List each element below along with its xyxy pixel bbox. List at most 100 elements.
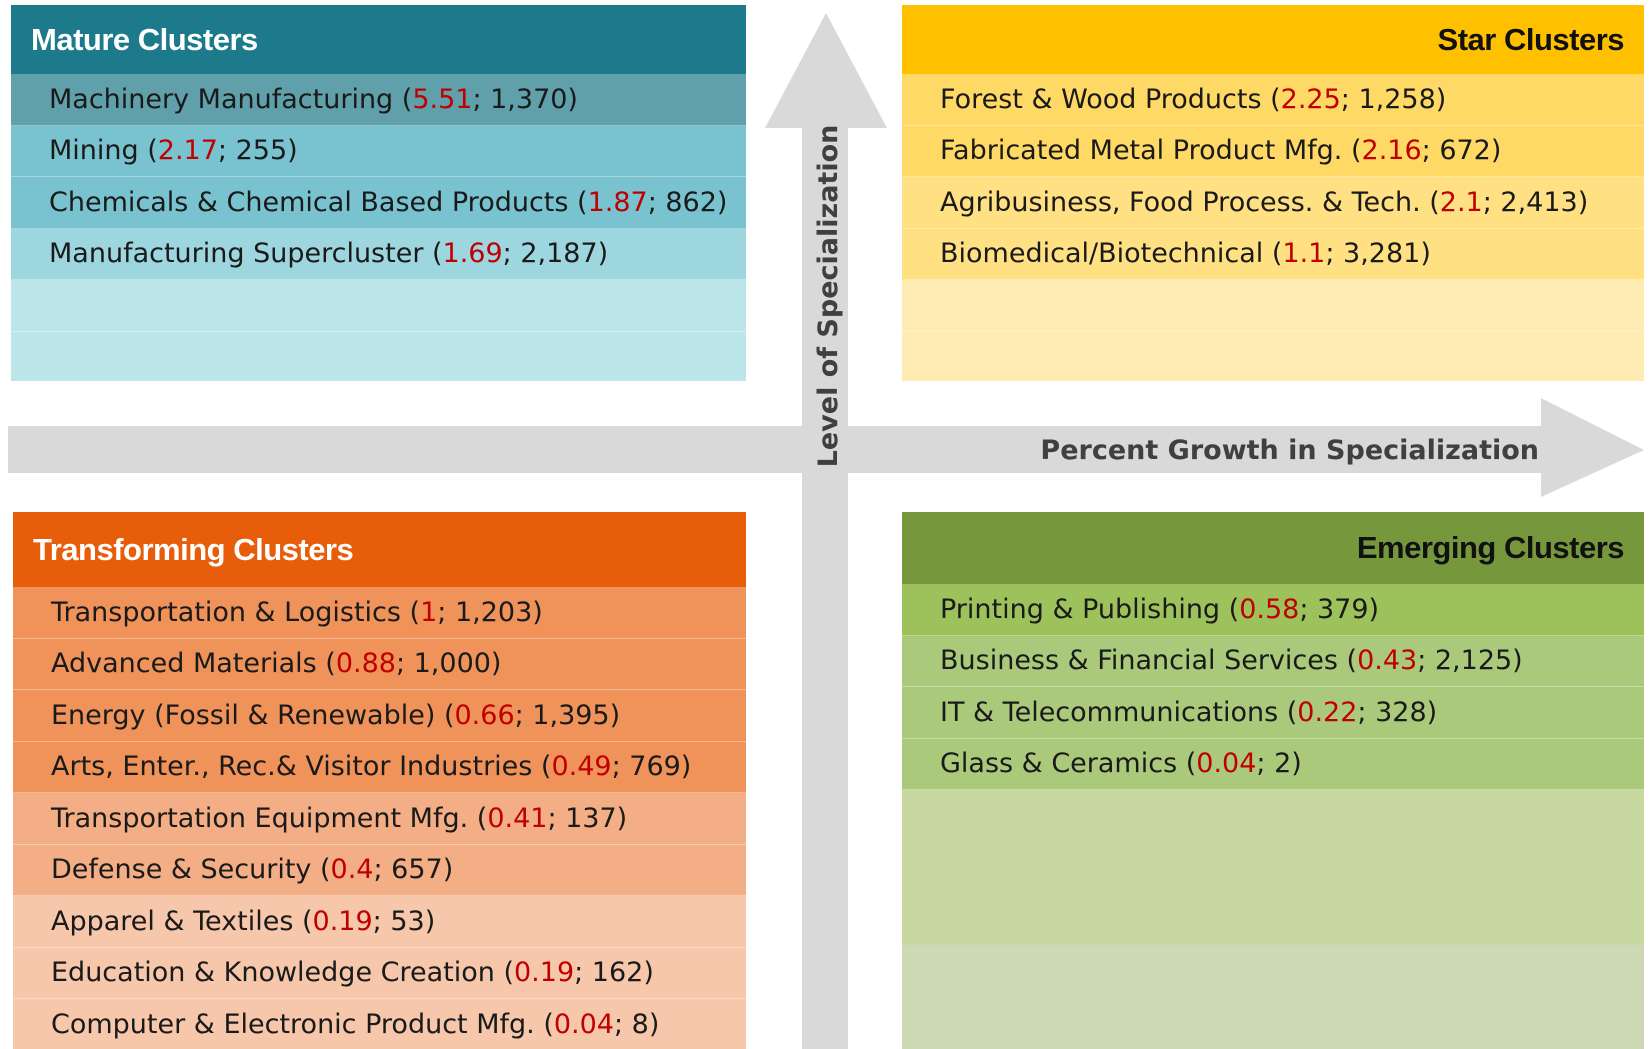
cluster-row: Printing & Publishing (0.58; 379) bbox=[902, 584, 1644, 636]
location-quotient: 2.1 bbox=[1439, 186, 1483, 218]
cluster-row: IT & Telecommunications (0.22; 328) bbox=[902, 687, 1644, 739]
quadrant: Transforming Clusters Transportation & Lo… bbox=[13, 512, 746, 1049]
location-quotient: 0.49 bbox=[551, 751, 612, 783]
employment: ; 862) bbox=[647, 186, 728, 218]
cluster-name: Agribusiness, Food Process. & Tech. ( bbox=[940, 186, 1440, 218]
cluster-row: Transportation Equipment Mfg. (0.41; 137… bbox=[13, 793, 746, 845]
cluster-name: Energy (Fossil & Renewable) ( bbox=[51, 699, 455, 731]
location-quotient: 2.16 bbox=[1361, 135, 1422, 167]
cluster-name: Business & Financial Services ( bbox=[940, 645, 1358, 677]
empty-row bbox=[11, 331, 746, 381]
employment: ; 8) bbox=[613, 1008, 660, 1040]
location-quotient: 2.25 bbox=[1280, 83, 1341, 115]
empty-row bbox=[11, 280, 746, 332]
empty-row bbox=[902, 331, 1644, 381]
location-quotient: 1.87 bbox=[587, 186, 648, 218]
vertical-arrow bbox=[765, 13, 887, 1049]
cluster-name: IT & Telecommunications ( bbox=[940, 696, 1298, 728]
empty-row bbox=[902, 280, 1644, 332]
employment: ; 1,370) bbox=[472, 83, 578, 115]
quadrant: Mature Clusters Machinery Manufacturing (… bbox=[11, 5, 746, 381]
empty-block bbox=[902, 945, 1644, 1049]
location-quotient: 0.19 bbox=[312, 905, 373, 937]
cluster-row: Chemicals & Chemical Based Products (1.8… bbox=[11, 177, 746, 229]
cluster-row: Arts, Enter., Rec.& Visitor Industries (… bbox=[13, 741, 746, 793]
cluster-name: Forest & Wood Products ( bbox=[940, 83, 1281, 115]
quadrant-title: Star Clusters bbox=[902, 5, 1644, 74]
cluster-name: Fabricated Metal Product Mfg. ( bbox=[940, 135, 1362, 167]
location-quotient: 1.1 bbox=[1282, 238, 1326, 270]
cluster-row: Business & Financial Services (0.43; 2,1… bbox=[902, 635, 1644, 687]
cluster-name: Mining ( bbox=[49, 135, 158, 167]
location-quotient: 1.69 bbox=[442, 238, 503, 270]
employment: ; 1,395) bbox=[514, 699, 621, 731]
location-quotient: 0.4 bbox=[330, 854, 374, 886]
location-quotient: 1 bbox=[420, 596, 438, 628]
cluster-row: Mining (2.17; 255) bbox=[11, 125, 746, 177]
cluster-name: Defense & Security ( bbox=[51, 854, 331, 886]
cluster-row: Education & Knowledge Creation (0.19; 16… bbox=[13, 947, 746, 999]
location-quotient: 0.43 bbox=[1357, 645, 1418, 677]
employment: ; 1,000) bbox=[395, 648, 502, 680]
cluster-row: Energy (Fossil & Renewable) (0.66; 1,395… bbox=[13, 690, 746, 742]
cluster-name: Computer & Electronic Product Mfg. ( bbox=[51, 1008, 554, 1040]
cluster-row: Advanced Materials (0.88; 1,000) bbox=[13, 638, 746, 690]
employment: ; 53) bbox=[372, 905, 436, 937]
location-quotient: 5.51 bbox=[412, 83, 473, 115]
cluster-row: Apparel & Textiles (0.19; 53) bbox=[13, 896, 746, 948]
employment: ; 1,258) bbox=[1340, 83, 1447, 115]
cluster-name: Biomedical/Biotechnical ( bbox=[940, 238, 1283, 270]
employment: ; 2,413) bbox=[1482, 186, 1589, 218]
employment: ; 3,281) bbox=[1325, 238, 1431, 270]
quadrant: Emerging Clusters Printing & Publishing (… bbox=[902, 512, 1644, 1049]
employment: ; 255) bbox=[217, 135, 298, 167]
cluster-row: Defense & Security (0.4; 657) bbox=[13, 844, 746, 896]
cluster-row: Forest & Wood Products (2.25; 1,258) bbox=[902, 74, 1644, 126]
location-quotient: 0.19 bbox=[514, 957, 575, 989]
location-quotient: 0.04 bbox=[1196, 748, 1257, 780]
employment: ; 328) bbox=[1357, 696, 1438, 728]
employment: ; 2) bbox=[1256, 748, 1302, 780]
cluster-name: Glass & Ceramics ( bbox=[940, 748, 1197, 780]
cluster-name: Chemicals & Chemical Based Products ( bbox=[49, 186, 588, 218]
cluster-row: Biomedical/Biotechnical (1.1; 3,281) bbox=[902, 228, 1644, 280]
quadrant-title: Transforming Clusters bbox=[13, 512, 746, 587]
location-quotient: 0.58 bbox=[1239, 593, 1300, 625]
cluster-name: Advanced Materials ( bbox=[51, 648, 336, 680]
cluster-row: Glass & Ceramics (0.04; 2) bbox=[902, 738, 1644, 790]
cluster-name: Printing & Publishing ( bbox=[940, 593, 1240, 625]
location-quotient: 0.22 bbox=[1297, 696, 1358, 728]
location-quotient: 2.17 bbox=[157, 135, 218, 167]
employment: ; 769) bbox=[611, 751, 692, 783]
employment: ; 672) bbox=[1421, 135, 1502, 167]
location-quotient: 0.88 bbox=[335, 648, 396, 680]
cluster-name: Education & Knowledge Creation ( bbox=[51, 957, 514, 989]
location-quotient: 0.41 bbox=[487, 802, 548, 834]
cluster-row: Machinery Manufacturing (5.51; 1,370) bbox=[11, 74, 746, 126]
cluster-name: Transportation & Logistics ( bbox=[51, 596, 421, 628]
employment: ; 379) bbox=[1299, 593, 1380, 625]
empty-block bbox=[902, 790, 1644, 945]
horizontal-axis-label: Percent Growth in Specialization bbox=[1040, 435, 1539, 466]
quadrant-title: Mature Clusters bbox=[11, 5, 746, 74]
employment: ; 657) bbox=[373, 854, 454, 886]
cluster-row: Fabricated Metal Product Mfg. (2.16; 672… bbox=[902, 125, 1644, 177]
employment: ; 2,187) bbox=[502, 238, 609, 270]
employment: ; 162) bbox=[574, 957, 654, 989]
cluster-row: Manufacturing Supercluster (1.69; 2,187) bbox=[11, 228, 746, 280]
employment: ; 2,125) bbox=[1417, 645, 1523, 677]
quadrant-title: Emerging Clusters bbox=[902, 512, 1644, 584]
quadrant: Star Clusters Forest & Wood Products (2.2… bbox=[902, 5, 1644, 381]
employment: ; 137) bbox=[547, 802, 628, 834]
cluster-name: Apparel & Textiles ( bbox=[51, 905, 313, 937]
vertical-axis-label: Level of Specialization bbox=[813, 125, 844, 468]
cluster-row: Computer & Electronic Product Mfg. (0.04… bbox=[13, 999, 746, 1049]
cluster-row: Transportation & Logistics (1; 1,203) bbox=[13, 587, 746, 639]
cluster-row: Agribusiness, Food Process. & Tech. (2.1… bbox=[902, 177, 1644, 229]
cluster-name: Arts, Enter., Rec.& Visitor Industries ( bbox=[51, 751, 552, 783]
employment: ; 1,203) bbox=[437, 596, 543, 628]
location-quotient: 0.66 bbox=[454, 699, 515, 731]
cluster-name: Manufacturing Supercluster ( bbox=[49, 238, 443, 270]
